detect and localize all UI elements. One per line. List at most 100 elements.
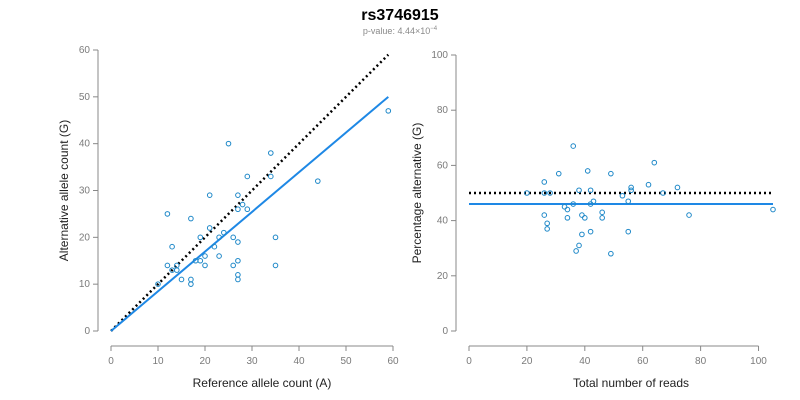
right-data-point <box>544 226 550 232</box>
left-data-point <box>244 206 251 213</box>
left-y-tick-label: 40 <box>79 139 91 150</box>
left-data-point <box>235 272 241 278</box>
left-x-tick-label: 0 <box>108 356 114 367</box>
left-y-tick-label: 30 <box>79 186 91 197</box>
left-data-point <box>188 215 194 222</box>
left-data-point <box>235 192 241 198</box>
right-data-point <box>564 215 571 221</box>
right-data-point <box>660 190 666 196</box>
right-data-point <box>584 168 591 174</box>
right-data-point <box>573 248 579 254</box>
left-y-tick-label: 60 <box>79 45 91 56</box>
left-data-point <box>385 108 392 114</box>
left-data-point <box>169 243 175 250</box>
left-data-point <box>211 243 218 250</box>
right-data-point <box>608 170 614 177</box>
pvalue-subtitle: p-value: 4.44×10−4 <box>363 26 438 36</box>
left-y-axis-title: Alternative allele count (G) <box>57 120 71 261</box>
left-y-tick-label: 0 <box>84 326 90 337</box>
right-x-tick-label: 100 <box>750 356 767 367</box>
left-data-point <box>206 192 213 198</box>
left-data-point <box>235 257 241 264</box>
left-data-point <box>174 267 180 273</box>
left-data-point <box>235 276 241 283</box>
right-y-tick-label: 80 <box>437 105 449 116</box>
left-x-tick-label: 60 <box>387 356 399 367</box>
left-x-tick-label: 10 <box>152 356 164 367</box>
left-data-point <box>244 173 251 180</box>
left-data-point <box>188 276 194 283</box>
right-y-tick-label: 20 <box>437 271 449 282</box>
left-data-point <box>230 234 236 241</box>
right-data-point <box>547 190 553 196</box>
left-y-tick-label: 20 <box>79 232 91 243</box>
right-data-point <box>686 212 692 218</box>
left-x-tick-label: 20 <box>199 356 211 367</box>
left-fit-line <box>110 96 389 332</box>
right-data-point <box>570 143 577 149</box>
right-y-tick-label: 60 <box>437 160 449 171</box>
right-data-point <box>628 187 634 194</box>
right-data-point <box>587 201 594 207</box>
right-data-point <box>590 198 597 205</box>
left-data-point <box>197 234 204 241</box>
right-y-tick-label: 40 <box>437 216 449 227</box>
left-data-point <box>235 206 241 213</box>
left-data-point <box>202 262 208 269</box>
left-x-tick-label: 30 <box>246 356 258 367</box>
right-x-tick-label: 60 <box>637 356 649 367</box>
left-x-tick-label: 40 <box>293 356 305 367</box>
right-data-point <box>555 170 562 177</box>
left-y-tick-label: 10 <box>79 279 91 290</box>
right-data-point <box>524 190 530 196</box>
left-data-point <box>206 225 213 231</box>
chart-title: rs3746915 <box>361 7 439 24</box>
right-data-point <box>576 242 582 249</box>
right-y-tick-label: 0 <box>442 326 448 337</box>
right-data-point <box>544 220 550 227</box>
right-data-point <box>628 184 634 191</box>
left-data-point <box>239 201 246 208</box>
left-data-point <box>216 253 222 259</box>
right-data-point <box>619 192 626 199</box>
right-data-point <box>645 181 652 188</box>
left-data-point <box>155 281 161 287</box>
right-data-point <box>541 190 548 196</box>
right-x-axis-title: Total number of reads <box>573 376 689 390</box>
left-data-point <box>230 262 236 269</box>
right-data-point <box>576 187 582 194</box>
right-data-point <box>599 209 605 216</box>
right-data-point <box>651 159 658 166</box>
left-data-point <box>164 262 171 269</box>
left-data-point <box>272 262 279 269</box>
left-reference-line <box>110 53 390 332</box>
right-y-tick-label: 100 <box>431 50 448 61</box>
left-data-point <box>315 178 321 184</box>
pvalue-prefix: p-value: 4.44×10 <box>363 26 430 36</box>
right-x-tick-label: 20 <box>521 356 533 367</box>
left-data-point <box>225 140 232 147</box>
right-y-axis-title: Percentage alternative (G) <box>410 123 424 264</box>
left-data-point <box>268 150 274 156</box>
right-panel: 0 20 40 60 80 100 0 20 40 60 80 100 Total number of … <box>410 50 776 390</box>
right-x-tick-label: 80 <box>695 356 707 367</box>
left-data-point <box>178 276 185 283</box>
right-data-point <box>579 231 585 238</box>
right-data-point <box>625 198 632 205</box>
right-data-point <box>608 250 614 257</box>
left-data-point <box>164 211 171 217</box>
pvalue-exponent: −4 <box>430 26 438 32</box>
right-data-point <box>564 206 571 213</box>
right-data-point <box>570 201 577 207</box>
left-data-point <box>202 253 208 259</box>
right-data-point <box>599 215 605 221</box>
right-data-point <box>770 206 776 213</box>
right-x-tick-label: 0 <box>466 356 472 367</box>
right-data-point <box>579 212 585 218</box>
right-data-point <box>587 228 594 235</box>
left-data-point <box>188 281 194 287</box>
left-y-tick-label: 50 <box>79 92 91 103</box>
right-data-point <box>674 184 681 191</box>
right-data-point <box>541 179 548 185</box>
